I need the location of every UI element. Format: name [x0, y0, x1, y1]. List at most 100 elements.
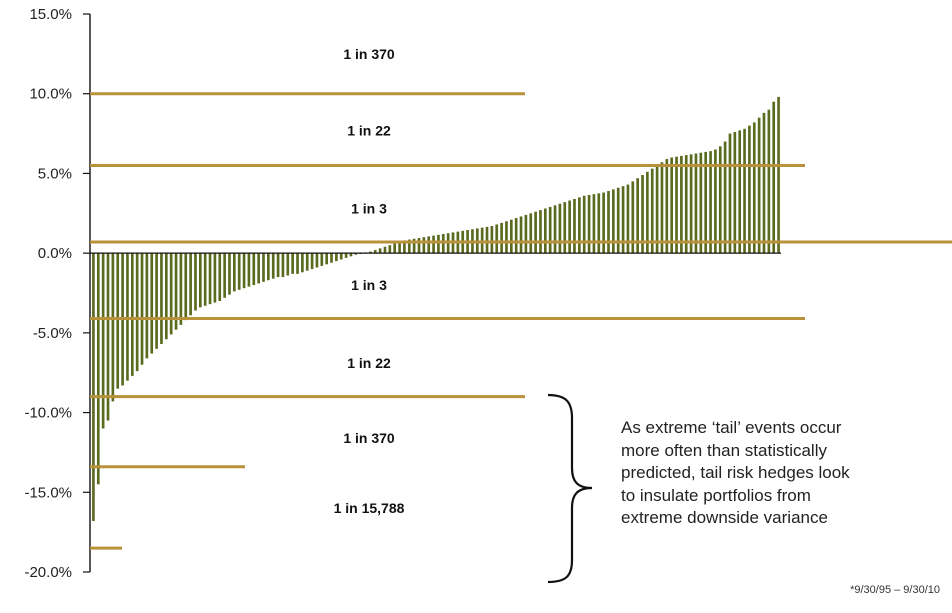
y-tick-label: -5.0%	[33, 325, 72, 342]
bar	[208, 253, 212, 305]
bar	[626, 184, 630, 254]
bar	[422, 237, 426, 254]
bar	[641, 175, 644, 254]
bar	[301, 253, 304, 273]
bar	[543, 208, 547, 254]
bar	[548, 206, 552, 254]
bar	[592, 194, 596, 254]
bar	[281, 253, 285, 278]
bar	[228, 253, 231, 295]
bar	[276, 253, 280, 278]
bar	[631, 181, 635, 254]
band-label: 1 in 3	[351, 201, 387, 217]
bar	[271, 253, 275, 279]
bar	[655, 165, 659, 254]
bar	[252, 253, 256, 286]
bar	[305, 253, 309, 271]
y-axis: 15.0% 10.0% 5.0% 0.0% -5.0% -10.0% -15.0% -20.0…	[24, 6, 91, 581]
bar	[534, 211, 537, 254]
bar	[767, 109, 771, 254]
bar	[738, 130, 742, 254]
bar	[539, 210, 542, 254]
bar	[607, 190, 610, 254]
bar	[330, 253, 333, 263]
bar	[315, 253, 319, 268]
bar	[480, 227, 484, 254]
bar	[646, 171, 649, 254]
bar	[135, 253, 139, 372]
curly-brace	[547, 393, 593, 584]
bar	[490, 226, 494, 254]
bar	[164, 253, 168, 340]
bar	[169, 253, 173, 335]
bar	[529, 213, 533, 254]
bar	[393, 243, 397, 254]
band-label: 1 in 22	[347, 355, 391, 371]
bar	[514, 218, 518, 254]
bar	[198, 253, 202, 308]
bar	[636, 178, 639, 254]
bar	[184, 253, 188, 321]
bar	[320, 253, 324, 266]
bar	[524, 214, 528, 254]
bar	[111, 253, 115, 402]
bar	[509, 219, 513, 254]
footnote: *9/30/95 – 9/30/10	[850, 584, 940, 596]
bar	[223, 253, 226, 298]
annotation-line: As extreme ‘tail’ events occur	[621, 418, 842, 437]
annotation-line: predicted, tail risk hedges look	[621, 463, 850, 482]
bar	[189, 253, 192, 316]
bar	[718, 146, 722, 254]
bar	[369, 251, 372, 254]
bar	[558, 203, 562, 254]
bar	[602, 192, 605, 254]
bar	[310, 253, 314, 270]
bar	[777, 96, 780, 254]
annotation-text: As extreme ‘tail’ events occur more ofte…	[621, 417, 921, 530]
band-label: 1 in 3	[351, 277, 387, 293]
bar	[680, 155, 683, 254]
bar	[587, 194, 591, 254]
y-tick-label: -15.0%	[24, 484, 72, 501]
bar	[242, 253, 246, 289]
bar	[140, 253, 144, 365]
band-label: 1 in 22	[347, 122, 391, 138]
bar	[325, 253, 328, 265]
bar	[728, 133, 732, 254]
bar	[247, 253, 251, 287]
bar	[616, 187, 620, 254]
bar	[485, 226, 489, 254]
bar	[723, 141, 727, 254]
bar	[203, 253, 207, 306]
bar	[179, 253, 183, 325]
bar	[116, 253, 120, 389]
bar	[344, 253, 348, 258]
bar	[505, 221, 508, 254]
bar	[126, 253, 129, 381]
bar	[689, 154, 693, 254]
bar	[262, 253, 265, 282]
bar	[237, 253, 241, 290]
bar	[417, 238, 421, 254]
bar	[101, 253, 105, 429]
bar	[373, 249, 377, 254]
bar	[150, 253, 154, 354]
bar	[752, 122, 756, 254]
bar	[339, 253, 343, 260]
bar	[573, 198, 576, 254]
bar	[757, 117, 761, 254]
bar	[762, 112, 766, 254]
bar	[432, 235, 435, 254]
bar	[500, 222, 503, 254]
y-tick-label: 5.0%	[38, 165, 72, 182]
y-tick-label: 15.0%	[29, 6, 72, 23]
band-labels: 1 in 370 1 in 22 1 in 3 1 in 3 1 in 22 1 in 3…	[334, 46, 405, 516]
bar	[495, 224, 499, 254]
bar	[194, 253, 197, 311]
bar	[704, 151, 708, 254]
bar	[427, 236, 431, 254]
y-tick-label: 0.0%	[38, 245, 72, 262]
y-tick-label: -10.0%	[24, 405, 72, 422]
bar	[553, 205, 557, 254]
